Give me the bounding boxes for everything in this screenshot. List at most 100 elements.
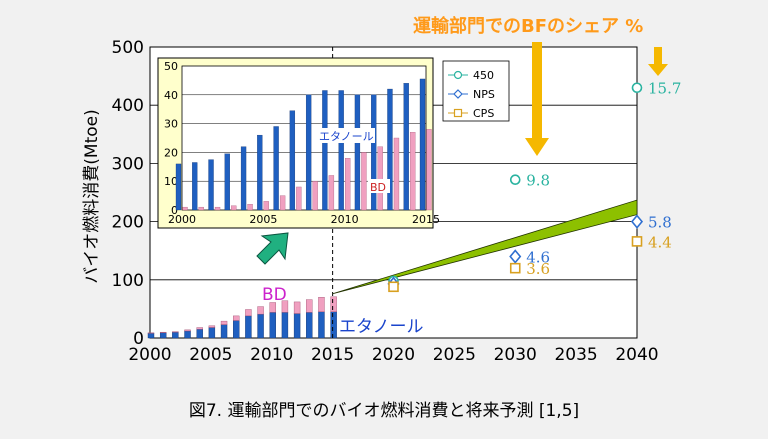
bd-bar	[306, 299, 313, 313]
inset-y-tick-label: 20	[164, 146, 178, 159]
marker-cps	[631, 236, 643, 247]
share-label: 4.4	[648, 233, 672, 251]
ethanol-bar	[257, 313, 264, 339]
inset-ethanol-bar	[192, 162, 198, 211]
share-label: 15.7	[648, 80, 681, 98]
inset-ethanol-bar	[289, 110, 296, 211]
legend-label-450: 450	[473, 69, 494, 82]
legend-label-cps: CPS	[473, 107, 494, 120]
ethanol-bar	[220, 324, 228, 339]
ethanol-bar	[233, 320, 240, 339]
inset-ethanol-bar	[403, 83, 409, 211]
share-label: 3.6	[526, 260, 550, 278]
inset-ethanol-bar	[419, 78, 426, 211]
inset-x-tick-label: 2005	[249, 213, 277, 226]
inset-label-ethanol: エタノール	[319, 130, 374, 143]
share-label: 5.8	[648, 214, 672, 232]
inset-bd-bar	[345, 158, 351, 211]
marker-450	[509, 174, 521, 185]
ethanol-bar	[159, 332, 167, 339]
inset-bd-bar	[328, 175, 335, 211]
bd-bar	[159, 331, 167, 333]
bd-bar	[293, 301, 301, 314]
x-tick-label: 2010	[250, 345, 293, 365]
inset-ethanol-bar	[175, 163, 182, 211]
x-tick-label: 2025	[433, 345, 476, 365]
bd-bar	[196, 327, 203, 330]
inset-y-tick-label: 10	[164, 175, 178, 188]
label-bd: BD	[262, 285, 287, 305]
inset-bd-bar	[263, 201, 269, 211]
y-tick-label: 0	[133, 329, 144, 349]
share-label: 4.6	[526, 249, 550, 267]
marker-cps	[509, 262, 521, 274]
inset-ethanol-bar	[257, 134, 263, 211]
main-scenarios: 9.8 15.7 4.6 5.8 3.6 4.4	[387, 80, 681, 293]
inset-bd-bar	[214, 206, 221, 211]
inset-bd-bar	[393, 137, 400, 211]
x-tick-label: 2030	[494, 345, 537, 365]
inset-bd-bar	[426, 129, 432, 211]
inset-ethanol-bar	[387, 88, 393, 211]
ethanol-bar	[306, 312, 313, 339]
legend-marker-450	[453, 70, 463, 80]
inset-bd-bar	[410, 132, 416, 211]
x-tick-label: 2005	[189, 345, 232, 365]
inset-y-tick-label: 0	[171, 204, 178, 217]
ethanol-bar	[281, 312, 289, 339]
bf-share-arrow-2030	[525, 42, 549, 156]
legend-marker-cps	[453, 108, 463, 118]
marker-cps	[388, 281, 399, 293]
ethanol-bar	[293, 313, 301, 339]
y-tick-label: 100	[112, 271, 144, 291]
inset-bd-bar	[182, 206, 188, 211]
ethanol-bar	[208, 327, 216, 339]
inset-ethanol-bar	[338, 90, 344, 211]
inset-bd-bar	[361, 152, 367, 211]
inset-ethanol-bar	[224, 153, 230, 211]
x-tick-label: 2040	[615, 345, 658, 365]
inset-bd-bar	[231, 205, 237, 211]
y-tick-label: 400	[112, 96, 144, 116]
share-label: 9.8	[526, 172, 550, 190]
x-tick-label: 2015	[311, 345, 354, 365]
bf-share-title: 運輸部門でのBFのシェア %	[413, 15, 643, 37]
ethanol-bar	[245, 315, 252, 339]
ethanol-bar	[318, 311, 325, 339]
inset-bd-bar	[296, 186, 302, 211]
x-tick-label: 2035	[554, 345, 597, 365]
bd-bar	[330, 296, 337, 313]
inset-bd-bar	[312, 181, 318, 211]
inset-bd-bar	[377, 146, 383, 211]
inset-x-tick-label: 2010	[331, 213, 359, 226]
inset-x-tick-label: 2000	[168, 213, 196, 226]
inset-bd-bar	[247, 204, 253, 211]
legend: 450 NPS CPS	[442, 60, 510, 122]
bd-bar	[220, 320, 228, 325]
bd-bar	[318, 297, 325, 313]
inset-ethanol-bar	[273, 126, 279, 211]
bd-bar	[281, 300, 289, 313]
arrows	[256, 42, 668, 265]
x-tick-label: 2000	[128, 345, 171, 365]
main-extra	[332, 47, 638, 338]
marker-nps	[509, 249, 522, 264]
y-tick-label: 200	[112, 213, 144, 233]
inset-ethanol-bar	[240, 146, 247, 211]
inset-y-tick-label: 40	[164, 89, 178, 102]
marker-nps	[630, 214, 644, 229]
bd-bar	[269, 302, 276, 313]
inset-ethanol-bar	[305, 94, 312, 211]
inset-bd-bar	[198, 206, 204, 211]
legend-label-nps: NPS	[473, 88, 495, 101]
bd-bar	[147, 332, 155, 334]
inset-ethanol-label-bg	[317, 128, 375, 143]
inset-x-tick-label: 2015	[412, 213, 440, 226]
inset-y-tick-label: 30	[164, 118, 178, 131]
bd-bar	[208, 325, 216, 328]
inset-zoom-arrow	[256, 232, 289, 265]
marker-450	[631, 82, 643, 94]
bd-bar	[184, 329, 191, 332]
ethanol-bar	[172, 331, 179, 339]
